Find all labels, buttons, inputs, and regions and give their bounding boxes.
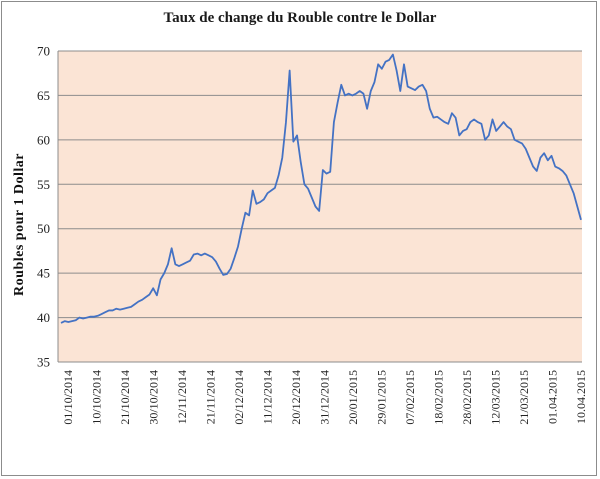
x-tick-label: 12/03/2015 <box>489 370 503 425</box>
y-tick-label: 45 <box>37 266 50 281</box>
y-tick-label: 50 <box>37 221 50 236</box>
y-axis-label: Roubles pour 1 Dollar <box>12 153 27 296</box>
y-axis-ticks: 35 40 45 50 55 60 65 70 <box>37 44 50 370</box>
y-tick-label: 55 <box>37 177 50 192</box>
x-tick-label: 28/02/2015 <box>460 370 474 425</box>
x-tick-label: 21/11/2014 <box>204 370 218 424</box>
x-tick-label: 20/12/2014 <box>289 370 303 425</box>
x-tick-label: 02/12/2014 <box>232 370 246 425</box>
grid-lines <box>57 50 582 363</box>
x-tick-label: 12/11/2014 <box>175 370 189 424</box>
x-axis-ticks: 01/10/2014 10/10/2014 21/10/2014 30/10/2014… <box>61 370 588 425</box>
x-tick-label: 01.04.2015 <box>546 370 560 424</box>
x-tick-label: 01/10/2014 <box>61 370 75 425</box>
series-line <box>60 53 582 324</box>
x-tick-label: 21/03/2015 <box>517 370 531 425</box>
chart-title: Taux de change du Rouble contre le Dolla… <box>163 10 437 26</box>
x-tick-label: 29/01/2015 <box>375 370 389 425</box>
x-tick-label: 18/02/2015 <box>432 370 446 425</box>
x-tick-label: 20/01/2015 <box>346 370 360 425</box>
x-tick-label: 21/10/2014 <box>118 370 132 425</box>
series-layer <box>60 53 582 324</box>
x-tick-label: 31/12/2014 <box>318 370 332 425</box>
x-tick-label: 30/10/2014 <box>147 370 161 425</box>
x-tick-label: 07/02/2015 <box>403 370 417 425</box>
y-tick-label: 70 <box>37 44 50 59</box>
x-tick-label: 10.04.2015 <box>574 370 588 424</box>
y-tick-label: 65 <box>37 88 50 103</box>
y-tick-label: 40 <box>37 310 50 325</box>
x-tick-label: 11/12/2014 <box>261 370 275 424</box>
y-tick-label: 60 <box>37 132 50 147</box>
x-tick-label: 10/10/2014 <box>90 370 104 425</box>
y-tick-label: 35 <box>37 355 50 370</box>
